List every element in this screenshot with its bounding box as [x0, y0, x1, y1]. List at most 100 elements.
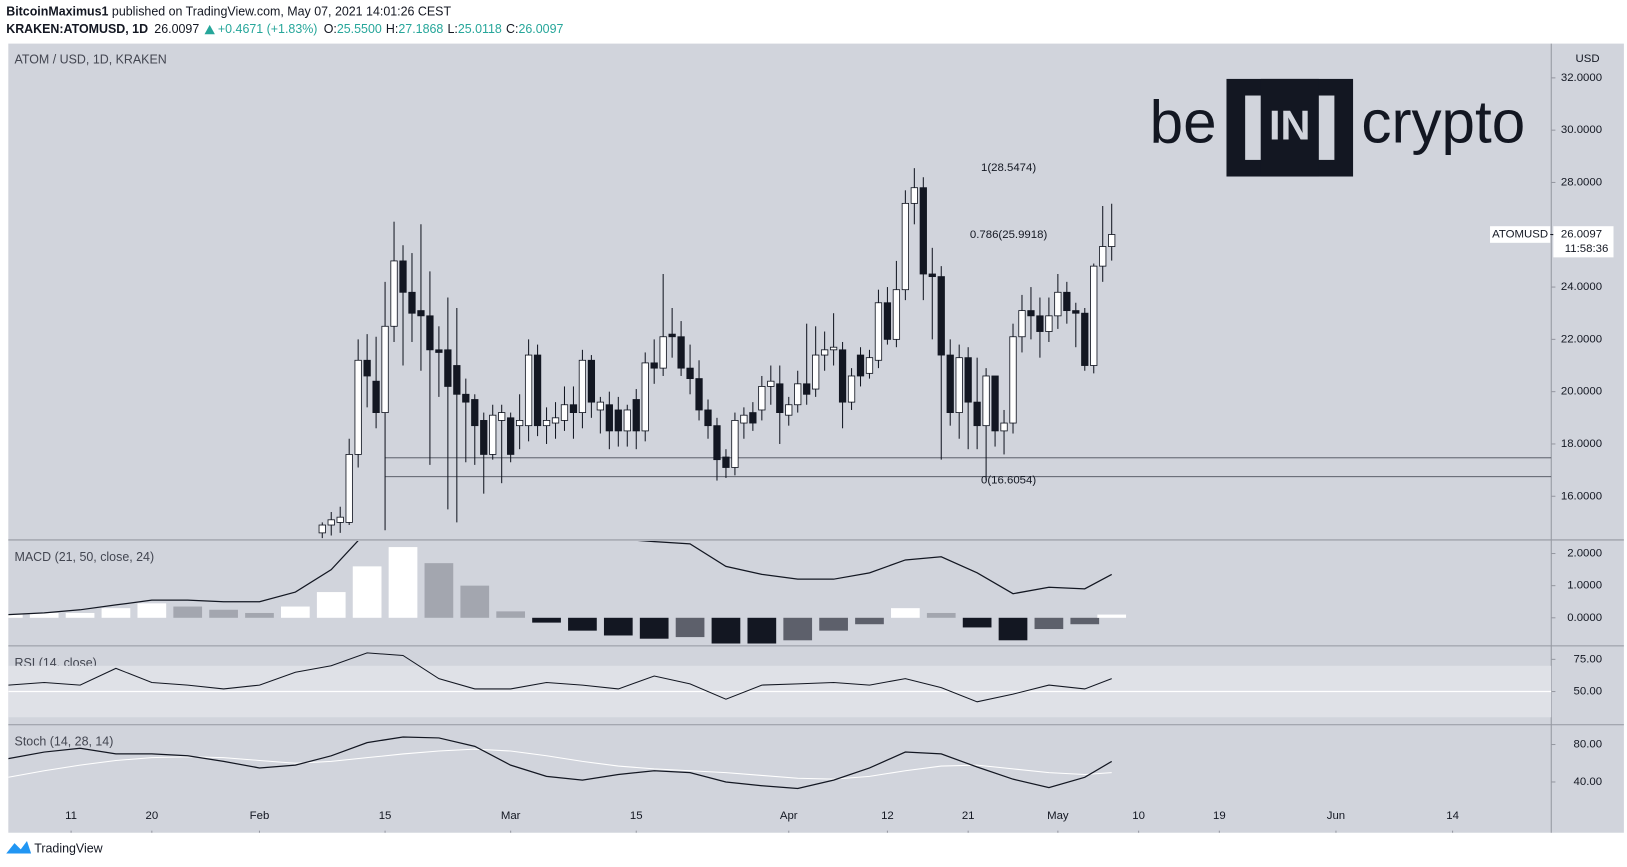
pane-title: MACD (21, 50, close, 24) — [15, 550, 155, 564]
fib-label: 0.786(25.9918) — [970, 229, 1048, 241]
histogram-bar — [173, 606, 203, 618]
histogram-bar — [855, 617, 884, 625]
header-quote: KRAKEN:ATOMUSD, 1D 26.0097 +0.4671 (+1.83%… — [6, 22, 563, 36]
candle-body — [623, 409, 631, 432]
histogram-bar — [281, 606, 310, 618]
y-tick-label: 80.00 — [1574, 739, 1603, 751]
candle-body — [1036, 315, 1044, 332]
x-tick-label: Apr — [780, 810, 798, 822]
y-tick-label: 0.0000 — [1567, 612, 1602, 624]
x-tick-label: 12 — [881, 810, 894, 822]
histogram-bar — [926, 612, 956, 618]
ohlc-key: L: — [447, 22, 457, 36]
candle-body — [1045, 315, 1053, 332]
candle-body — [1027, 310, 1035, 317]
candle-body — [345, 454, 353, 523]
candle-body — [650, 362, 658, 369]
logo: be IN crypto — [1150, 78, 1525, 177]
histogram-bar — [101, 608, 131, 618]
candle-body — [515, 420, 524, 427]
x-tick-label: 15 — [379, 810, 392, 822]
x-tick-label: Jun — [1327, 810, 1345, 822]
candle-body — [560, 404, 569, 421]
histogram-bar — [316, 592, 346, 618]
candle-body — [533, 354, 542, 427]
histogram-bar — [1034, 617, 1064, 630]
candle-body — [399, 260, 407, 293]
histogram-bar — [819, 617, 848, 631]
histogram-bar — [603, 617, 633, 636]
histogram-bar — [1097, 614, 1127, 618]
candle-body — [480, 420, 488, 455]
pane-title: Stoch (14, 28, 14) — [15, 735, 114, 749]
histogram-bar — [209, 609, 238, 618]
histogram-bar — [424, 563, 454, 618]
candle-body — [1099, 246, 1107, 267]
ohlc-value: 27.1868 — [398, 22, 443, 36]
candle-body — [901, 202, 909, 291]
candle-body — [524, 354, 533, 427]
candle-body — [542, 420, 551, 427]
candle-body — [426, 315, 434, 351]
x-tick-label: 10 — [1132, 810, 1145, 822]
candle-body — [820, 349, 829, 356]
histogram-bar — [8, 614, 23, 618]
candle-body — [363, 359, 371, 377]
candle-body — [812, 354, 820, 390]
candle-body — [587, 359, 596, 403]
candle-body — [489, 414, 497, 455]
price-tag-label: 26.0097 — [1561, 229, 1602, 241]
logo-bar — [1260, 78, 1319, 177]
candle-body — [713, 425, 721, 461]
histogram-bar — [245, 612, 274, 618]
logo-mid: IN — [1269, 102, 1310, 149]
x-tick-label: Feb — [250, 810, 270, 822]
histogram-bar — [352, 566, 382, 618]
candle-body — [937, 276, 945, 356]
x-tick-label: May — [1047, 810, 1069, 822]
candle-body — [1072, 310, 1080, 314]
candle-body — [874, 302, 883, 361]
candle-body — [354, 359, 362, 455]
y-tick-label: 20.0000 — [1561, 386, 1602, 398]
histogram-bar — [675, 617, 705, 638]
histogram-bar — [711, 617, 741, 644]
symbol-tag — [1490, 226, 1551, 243]
histogram-bar — [532, 617, 561, 623]
candle-body — [507, 417, 515, 455]
histogram-bar — [639, 617, 669, 639]
candle-body — [596, 401, 604, 411]
published-info: published on TradingView.com, May 07, 20… — [108, 5, 451, 19]
candle-body — [327, 519, 335, 526]
histogram-bar — [1070, 617, 1100, 625]
y-tick-label: 50.00 — [1574, 686, 1603, 698]
x-tick-label: 20 — [145, 810, 158, 822]
histogram-bar — [783, 617, 813, 641]
candle-body — [838, 349, 847, 403]
candle-body — [453, 365, 461, 395]
macd-pane — [8, 540, 1127, 644]
countdown: 11:58:36 — [1565, 243, 1609, 255]
histogram-bar — [962, 617, 992, 628]
candle-body — [1009, 336, 1017, 424]
candle-body — [928, 273, 936, 278]
candle-body — [803, 383, 811, 395]
macd-line — [8, 540, 1113, 616]
ohlc-value: 26.0097 — [518, 22, 563, 36]
candle-body — [910, 187, 918, 204]
candle-body — [847, 375, 856, 403]
last-price: 26.0097 — [154, 22, 199, 36]
candle-body — [722, 456, 730, 468]
candle-body — [991, 375, 999, 432]
candle-body — [632, 399, 640, 432]
candle-body — [704, 409, 712, 427]
candle-body — [1081, 312, 1089, 366]
candle-body — [1000, 422, 1008, 432]
candle-body — [551, 417, 560, 424]
y-tick-label: 16.0000 — [1561, 490, 1602, 502]
rsi-line — [8, 652, 1112, 703]
publisher: BitcoinMaximus1 — [6, 5, 108, 19]
ohlc-value: 25.0118 — [458, 22, 502, 36]
